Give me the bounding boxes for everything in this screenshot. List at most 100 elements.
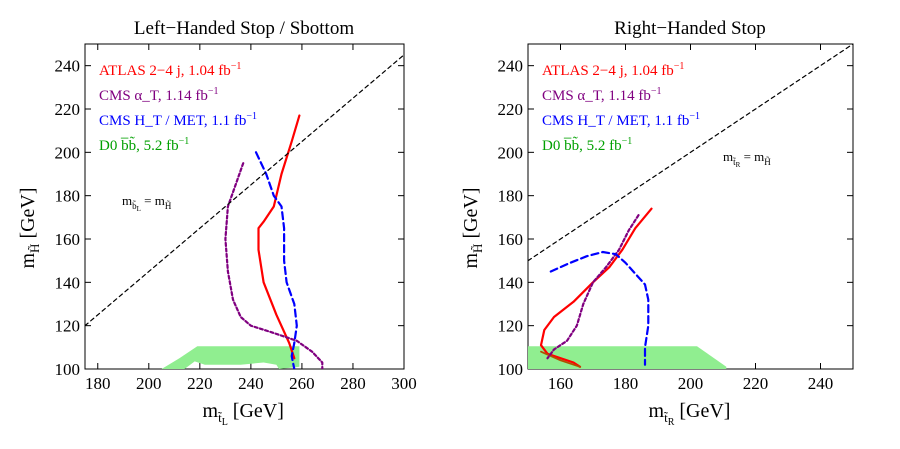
legend-sup: −1	[231, 61, 242, 72]
y-tick-label: 180	[55, 187, 81, 206]
legend-entry: ATLAS 2−4 j, 1.04 fb−1	[542, 61, 684, 79]
legend-text: D0 b̅b̃, 5.2 fb	[99, 136, 179, 154]
y-tick-label: 140	[55, 273, 81, 292]
x-axis-label-m: m	[203, 400, 219, 422]
y-axis-label-unit: [GeV]	[460, 187, 482, 243]
x-axis-label: mt̃R [GeV]	[649, 400, 731, 428]
diagonal-label-subsub: L	[137, 205, 141, 213]
x-tick-label: 200	[678, 374, 704, 393]
legend-entry: CMS α_T, 1.14 fb−1	[542, 86, 661, 104]
series-line-cms-t	[224, 162, 324, 369]
legend-text: D0 b̅b̃, 5.2 fb	[542, 136, 622, 154]
y-axis-label-m: m	[460, 253, 482, 269]
y-tick-label: 140	[498, 273, 524, 292]
series-line-atlas-2-4-j	[257, 114, 301, 360]
chart-title: Right−Handed Stop	[614, 18, 766, 39]
left-panel: Left−Handed Stop / Sbottom 180 200 220 240 26…	[17, 18, 417, 428]
y-axis-label-unit: [GeV]	[17, 187, 39, 243]
y-tick-label: 160	[498, 230, 524, 249]
y-axis-label-m: m	[17, 253, 39, 269]
diagonal-label-sub2: H̃	[764, 157, 771, 167]
diagonal-label-eq: = m	[740, 149, 764, 164]
y-tick-label: 200	[55, 143, 81, 162]
x-tick-label: 220	[743, 374, 769, 393]
legend-sup: −1	[689, 111, 700, 122]
diagonal-label-sub: b̃	[132, 201, 137, 211]
x-axis-label-subsub: R	[668, 417, 675, 428]
legend-sup: −1	[651, 86, 662, 97]
x-tick-label: 300	[391, 374, 417, 393]
x-tick-label: 200	[136, 374, 162, 393]
series-fill-d0	[528, 346, 727, 369]
series-line-cms-t	[546, 214, 640, 360]
x-tick-label: 240	[238, 374, 264, 393]
legend-text: CMS H_T / MET, 1.1 fb	[99, 113, 246, 129]
legend-sup: −1	[674, 61, 685, 72]
series-line-cms-h-t-met	[549, 250, 650, 366]
series-line-kinematic-boundary	[528, 44, 853, 262]
diagonal-label-m: m	[723, 149, 733, 164]
y-tick-label: 180	[498, 187, 524, 206]
x-axis-label-unit: [GeV]	[228, 400, 284, 422]
x-tick-label: 240	[808, 374, 834, 393]
x-tick-label: 280	[340, 374, 366, 393]
x-tick-label: 220	[187, 374, 213, 393]
series-line-atlas-2-4-j	[539, 207, 653, 368]
y-tick-label: 160	[55, 230, 81, 249]
series-group	[528, 44, 853, 369]
series-line-kinematic-boundary	[85, 54, 404, 327]
legend-entry: CMS H_T / MET, 1.1 fb−1	[99, 111, 257, 129]
legend-text: CMS α_T, 1.14 fb	[542, 88, 651, 104]
series-fill-d0	[161, 346, 300, 369]
x-tick-label: 160	[548, 374, 574, 393]
y-axis-label: mH̃ [GeV]	[17, 187, 42, 268]
y-axis-label-sub: H̃	[470, 244, 485, 253]
x-axis-label-subsub: L	[222, 417, 228, 428]
y-tick-label: 220	[55, 100, 81, 119]
y-tick-label: 100	[498, 360, 524, 379]
diagonal-label: mb̃L = mH̃	[122, 193, 172, 213]
legend-sup: −1	[622, 136, 633, 147]
legend-entry: D0 b̅b̃, 5.2 fb−1	[542, 136, 632, 154]
y-tick-label: 240	[55, 57, 81, 76]
legend-entry: D0 b̅b̃, 5.2 fb−1	[99, 136, 189, 154]
diagonal-label-sub: t̃	[733, 157, 736, 167]
y-tick-label: 120	[55, 317, 81, 336]
series-line-d0-curve-lower	[540, 350, 581, 368]
legend-entry: CMS α_T, 1.14 fb−1	[99, 86, 218, 104]
legend-sup: −1	[179, 136, 190, 147]
x-tick-label: 180	[85, 374, 111, 393]
x-axis-label-unit: [GeV]	[674, 400, 730, 422]
series-line-cms-h-t-met	[254, 151, 298, 369]
legend-entry: ATLAS 2−4 j, 1.04 fb−1	[99, 61, 241, 79]
legend-sup: −1	[246, 111, 257, 122]
x-axis-label-sub: t̃	[218, 410, 223, 425]
legend-entry: CMS H_T / MET, 1.1 fb−1	[542, 111, 700, 129]
chart-title: Left−Handed Stop / Sbottom	[134, 18, 354, 39]
y-axis-label: mH̃ [GeV]	[460, 187, 485, 268]
y-tick-label: 100	[55, 360, 81, 379]
legend-text: CMS α_T, 1.14 fb	[99, 88, 208, 104]
y-tick-label: 120	[498, 317, 524, 336]
x-tick-label: 180	[613, 374, 639, 393]
y-tick-label: 220	[498, 100, 524, 119]
series-group	[85, 54, 404, 369]
right-panel: Right−Handed Stop 160 180 200 220 240 100 120 14…	[460, 18, 854, 428]
x-axis-label-m: m	[649, 400, 665, 422]
y-tick-label: 200	[498, 143, 524, 162]
legend-text: ATLAS 2−4 j, 1.04 fb	[99, 63, 231, 79]
x-tick-label: 260	[289, 374, 315, 393]
x-axis-label-sub: t̃	[664, 410, 669, 425]
legend-text: ATLAS 2−4 j, 1.04 fb	[542, 63, 674, 79]
diagonal-label-eq: = m	[141, 193, 165, 208]
legend-sup: −1	[208, 86, 219, 97]
legend-text: CMS H_T / MET, 1.1 fb	[542, 113, 689, 129]
x-axis-label: mt̃L [GeV]	[203, 400, 284, 428]
diagonal-label-sub2: H̃	[165, 201, 172, 211]
diagonal-label-m: m	[122, 193, 132, 208]
y-axis-label-sub: H̃	[27, 244, 42, 253]
diagonal-label-subsub: R	[736, 161, 741, 169]
y-tick-label: 240	[498, 57, 524, 76]
plot-frame	[84, 43, 405, 370]
